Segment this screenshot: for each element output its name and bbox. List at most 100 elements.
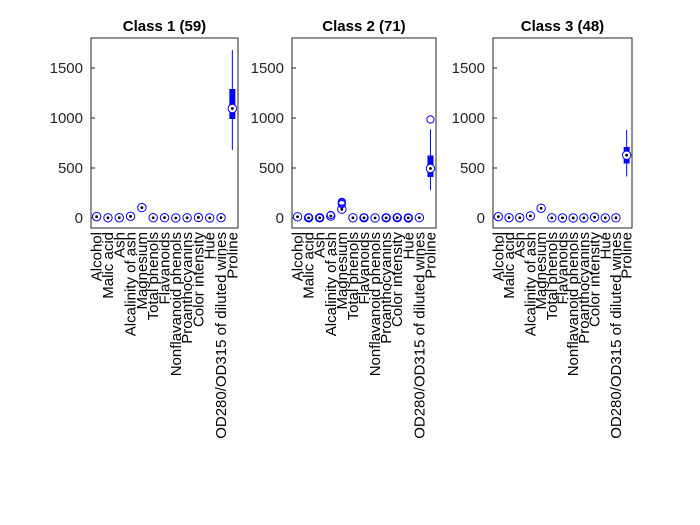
box-6 [557, 213, 568, 223]
median-dot [340, 207, 344, 211]
y-tick-label: 1000 [452, 110, 485, 127]
median-dot [163, 216, 166, 220]
median-dot [593, 215, 596, 219]
median-dot [429, 167, 432, 170]
y-tick-label: 1500 [452, 60, 485, 77]
x-tick-label: Flavanoids [356, 232, 373, 305]
median-dot [329, 214, 333, 218]
x-tick-label: Magnesium [334, 232, 351, 310]
median-dot [561, 216, 564, 220]
box-4 [137, 202, 147, 213]
median-dot [550, 216, 554, 220]
plot-area [90, 37, 239, 229]
box-3 [326, 210, 336, 221]
y-axis: 0 500 1000 1500 [251, 60, 296, 227]
x-tick-label: Alcohol [89, 232, 106, 281]
median-dot [571, 216, 575, 220]
x-tick-label: Flavanoids [555, 232, 572, 305]
box-10 [205, 213, 215, 223]
median-dot [117, 216, 121, 220]
x-tick-label: Color intensity [587, 232, 604, 328]
box-10 [600, 213, 610, 223]
x-tick-label: Hue [400, 232, 417, 260]
box-1 [504, 212, 514, 223]
median-dot [507, 216, 511, 220]
median-dot [307, 216, 311, 220]
panel-title: Class 3 (48) [521, 18, 604, 35]
box-5 [348, 213, 358, 223]
box-5 [547, 213, 557, 223]
x-tick-label: OD280/OD315 of diluted wines [608, 232, 625, 439]
median-dot [603, 216, 607, 220]
box-4 [536, 203, 546, 214]
boxes [292, 115, 436, 223]
median-dot [151, 216, 155, 220]
median-dot [539, 206, 543, 210]
median-dot [529, 214, 532, 218]
median-dot [296, 215, 299, 219]
box-1 [103, 213, 113, 223]
median-dot [373, 216, 377, 220]
box-9 [392, 213, 402, 223]
y-tick-label: 500 [58, 160, 83, 177]
box-0 [493, 211, 504, 222]
box-2 [515, 213, 525, 223]
median-dot [185, 216, 189, 220]
x-tick-label: OD280/OD315 of diluted wines [411, 232, 428, 439]
box-8 [182, 213, 192, 223]
x-tick-label: Proline [422, 232, 439, 279]
box-2 [314, 213, 325, 223]
x-tick-label: Nonflavanoid phenols [367, 232, 384, 376]
panel-title: Class 1 (59) [123, 18, 206, 35]
y-tick-label: 1500 [251, 60, 284, 77]
x-tick-label: Color intensity [389, 232, 406, 328]
plot-area [291, 37, 437, 229]
boxes [91, 50, 238, 223]
median-dot [406, 216, 410, 220]
box-11 [414, 213, 425, 223]
median-dot [384, 216, 388, 220]
box-1 [303, 213, 314, 223]
outlier-point [382, 213, 391, 222]
outlier-point [404, 213, 413, 222]
outlier-point [359, 213, 369, 222]
x-tick-label: Hue [202, 232, 219, 260]
outlier-point [326, 210, 335, 220]
outlier-point [393, 213, 402, 222]
median-dot [230, 107, 234, 110]
x-tick-label: Alcohol [490, 232, 507, 281]
x-tick-label: Proline [619, 232, 636, 279]
box-8 [579, 213, 589, 223]
median-dot [174, 216, 178, 220]
box-7 [568, 213, 578, 223]
box-3 [125, 211, 136, 222]
x-tick-label: Total phenols [345, 232, 362, 320]
box-12 [425, 115, 436, 191]
x-tick-label: Color intensity [190, 232, 207, 328]
y-tick-label: 500 [259, 160, 284, 177]
box-4 [337, 197, 347, 214]
box-5 [148, 213, 158, 223]
box-2 [114, 213, 124, 223]
x-tick-label: Flavanoids [157, 232, 174, 305]
panel-title: Class 2 (71) [322, 18, 405, 35]
y-tick-label: 0 [477, 210, 485, 227]
x-tick-label: Hue [597, 232, 614, 260]
median-dot [395, 216, 399, 220]
x-tick-label: Alcalinity of ash [522, 232, 539, 336]
outlier-point [304, 213, 313, 222]
median-dot [140, 206, 144, 210]
median-dot [625, 153, 629, 157]
median-dot [219, 216, 223, 220]
x-tick-label: Alcalinity of ash [123, 232, 140, 336]
y-tick-label: 500 [460, 160, 485, 177]
x-tick-label: Proanthocyanins [576, 232, 593, 344]
box-0 [91, 211, 102, 222]
y-tick-label: 1000 [50, 110, 83, 127]
box-11 [611, 213, 621, 223]
box-10 [403, 213, 414, 223]
